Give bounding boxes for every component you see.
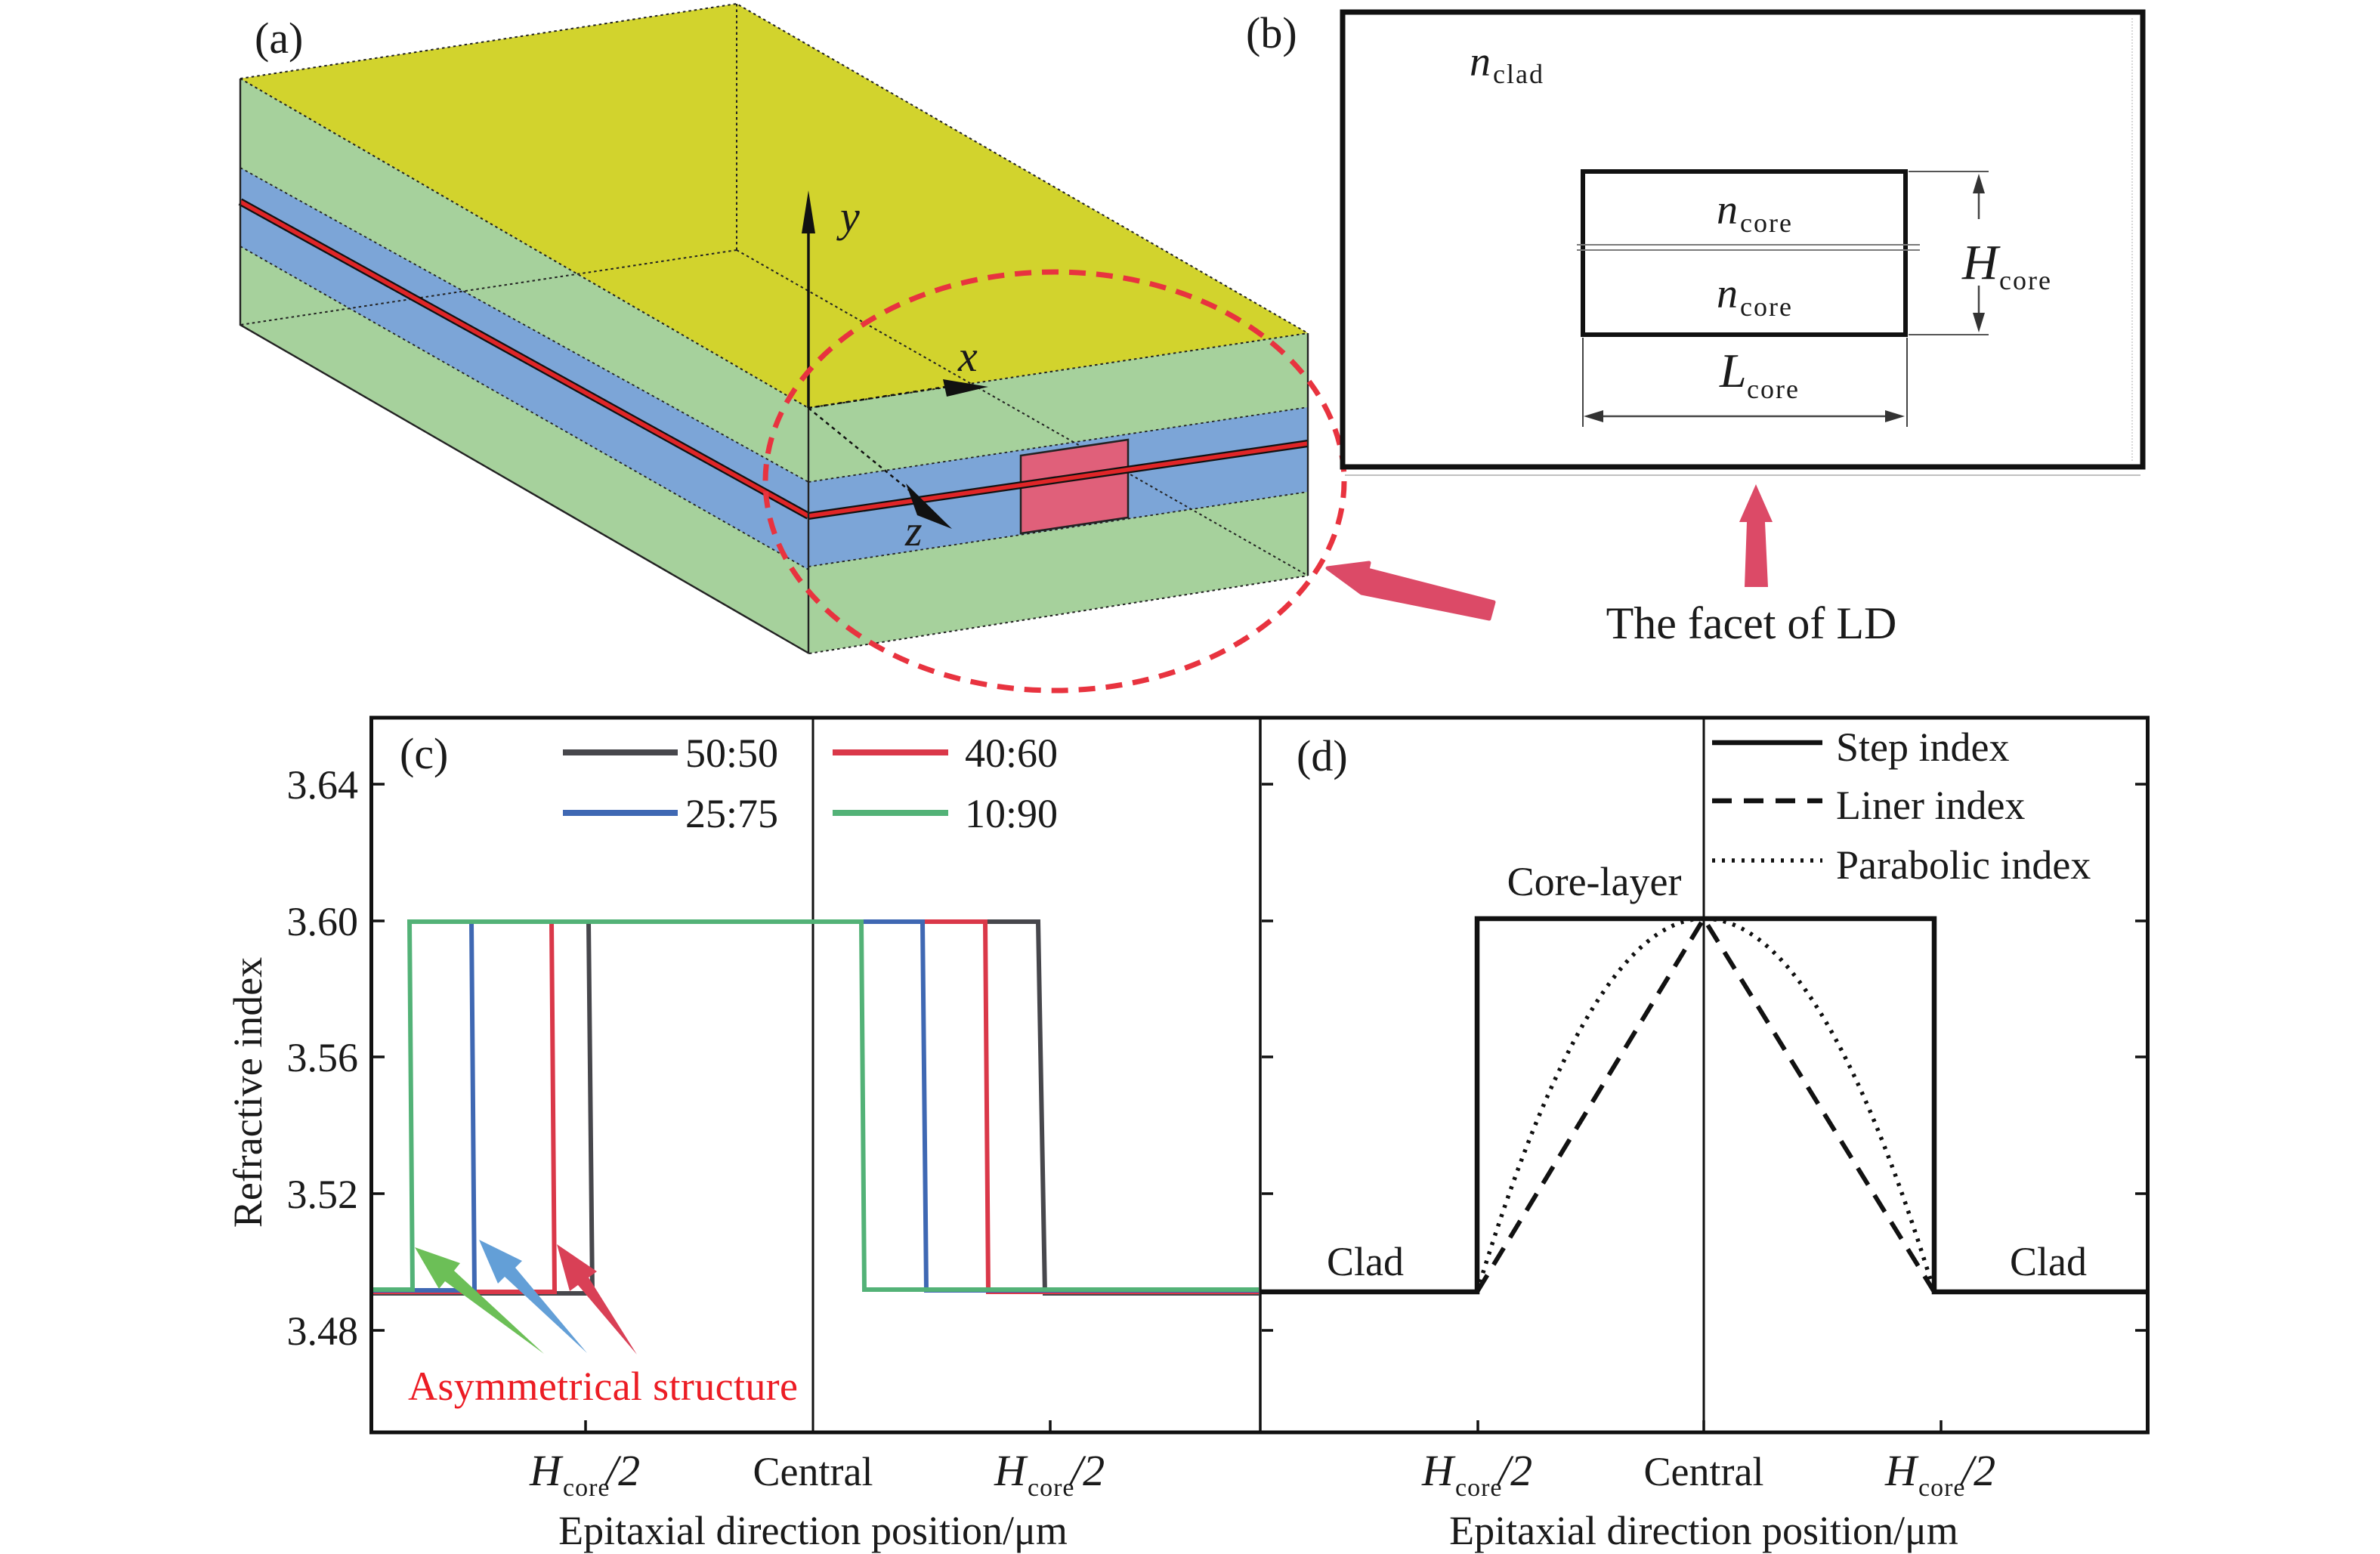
svg-text:H: H	[1884, 1446, 1919, 1495]
svg-text:(a): (a)	[255, 14, 303, 63]
svg-text:core: core	[1028, 1474, 1075, 1502]
svg-text:H: H	[1421, 1446, 1456, 1495]
svg-text:core: core	[1747, 374, 1800, 404]
svg-text:/2: /2	[604, 1446, 640, 1495]
svg-text:core: core	[1740, 292, 1793, 322]
svg-text:Clad: Clad	[2010, 1239, 2087, 1284]
svg-text:(d): (d)	[1297, 731, 1348, 780]
svg-text:core: core	[1455, 1474, 1503, 1502]
svg-text:3.52: 3.52	[287, 1172, 359, 1217]
svg-text:25:75: 25:75	[685, 791, 778, 836]
svg-text:y: y	[836, 192, 860, 241]
svg-text:z: z	[904, 506, 923, 555]
svg-text:3.64: 3.64	[287, 762, 359, 808]
svg-text:3.60: 3.60	[287, 899, 359, 944]
svg-text:(c): (c)	[400, 729, 448, 778]
svg-text:clad: clad	[1493, 59, 1544, 89]
svg-text:Asymmetrical structure: Asymmetrical structure	[408, 1364, 798, 1409]
svg-text:H: H	[1961, 235, 2001, 290]
svg-text:H: H	[994, 1446, 1028, 1495]
svg-text:core: core	[563, 1474, 610, 1502]
svg-text:3.56: 3.56	[287, 1035, 359, 1080]
svg-text:core: core	[1740, 208, 1793, 238]
svg-text:Clad: Clad	[1327, 1239, 1404, 1284]
svg-text:Epitaxial direction position/μ: Epitaxial direction position/μm	[1449, 1508, 1958, 1553]
svg-text:n: n	[1470, 39, 1491, 85]
svg-text:Liner index: Liner index	[1836, 783, 2025, 828]
svg-text:n: n	[1717, 187, 1738, 233]
svg-text:10:90: 10:90	[965, 791, 1058, 836]
svg-text:/2: /2	[1959, 1446, 1995, 1495]
svg-text:/2: /2	[1068, 1446, 1105, 1495]
svg-text:/2: /2	[1496, 1446, 1532, 1495]
svg-text:Step index: Step index	[1836, 724, 2009, 770]
svg-text:Core-layer: Core-layer	[1507, 859, 1682, 904]
svg-text:3.48: 3.48	[287, 1308, 359, 1354]
svg-text:(b): (b)	[1246, 8, 1297, 57]
svg-text:x: x	[957, 332, 978, 381]
svg-text:core: core	[1918, 1474, 1966, 1502]
svg-text:L: L	[1719, 344, 1747, 397]
svg-text:Parabolic index: Parabolic index	[1836, 842, 2091, 888]
svg-text:Central: Central	[1644, 1449, 1764, 1494]
svg-text:H: H	[529, 1446, 564, 1495]
svg-text:50:50: 50:50	[685, 731, 778, 776]
svg-text:core: core	[1999, 265, 2052, 295]
svg-text:Refractive index: Refractive index	[225, 957, 270, 1228]
svg-text:Epitaxial direction position/μ: Epitaxial direction position/μm	[558, 1508, 1068, 1553]
svg-text:Central: Central	[753, 1449, 873, 1494]
svg-text:40:60: 40:60	[965, 731, 1058, 776]
svg-text:The facet of LD: The facet of LD	[1606, 598, 1897, 648]
svg-text:n: n	[1717, 270, 1738, 317]
